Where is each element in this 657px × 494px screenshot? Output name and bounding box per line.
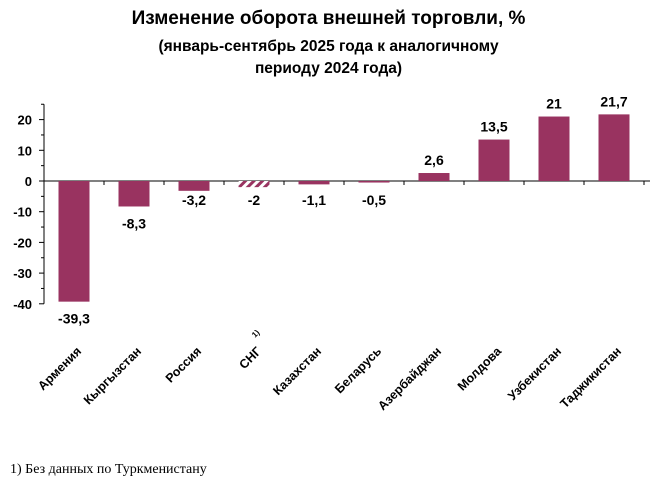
y-tick-label: 20 — [18, 113, 32, 128]
data-label: -39,3 — [58, 311, 90, 327]
y-tick-label: 0 — [25, 174, 32, 189]
bar-Казахстан — [298, 181, 330, 185]
x-tick-label: Беларусь — [332, 344, 384, 396]
bar-Беларусь — [358, 181, 390, 183]
bar-Узбекистан — [538, 116, 570, 181]
bar-Таджикистан — [598, 114, 630, 181]
y-tick-label: 10 — [18, 143, 32, 158]
data-label: 21 — [546, 96, 562, 112]
footnote: 1) Без данных по Туркменистану — [10, 462, 207, 477]
data-label: -2 — [248, 192, 261, 208]
y-tick-label: -40 — [13, 297, 32, 312]
bar-Россия — [178, 181, 210, 191]
bar-Кыргызстан — [118, 181, 150, 207]
data-label: 13,5 — [480, 119, 507, 135]
x-tick-label: Казахстан — [270, 344, 324, 398]
y-tick-label: -10 — [13, 205, 32, 220]
category-note: 1) — [250, 328, 262, 340]
x-tick-label: Кыргызстан — [81, 344, 144, 407]
data-label: -1,1 — [302, 192, 326, 208]
data-label: -8,3 — [122, 215, 146, 231]
x-tick-label: Узбекистан — [505, 344, 564, 403]
data-label: -0,5 — [362, 192, 386, 208]
x-tick-label: Армения — [35, 344, 84, 393]
data-label: -3,2 — [182, 192, 206, 208]
x-tick-label: Молдова — [455, 343, 505, 393]
y-tick-label: -20 — [13, 235, 32, 250]
bar-Азербайджан — [418, 173, 450, 181]
x-tick-label: Россия — [163, 344, 204, 385]
bar-СНГ — [238, 181, 270, 188]
x-tick-label: СНГ — [236, 344, 264, 372]
data-label: 2,6 — [424, 152, 444, 168]
x-tick-label: Азербайджан — [375, 344, 444, 413]
chart-subtitle: (январь-сентябрь 2025 года к аналогичном… — [158, 38, 499, 55]
x-tick-label: Таджикистан — [557, 344, 624, 411]
bar-Молдова — [478, 139, 510, 181]
chart-subtitle-2: периоду 2024 года) — [254, 60, 403, 77]
data-label: 21,7 — [600, 93, 627, 109]
y-tick-label: -30 — [13, 266, 32, 281]
bar-chart: 20 10 0 -10 -20 -30 -40 -39,3 Армения -8,3 Кыргызс… — [13, 93, 650, 413]
chart-title: Изменение оборота внешней торговли, % — [131, 8, 526, 29]
bar-Армения — [58, 181, 90, 302]
